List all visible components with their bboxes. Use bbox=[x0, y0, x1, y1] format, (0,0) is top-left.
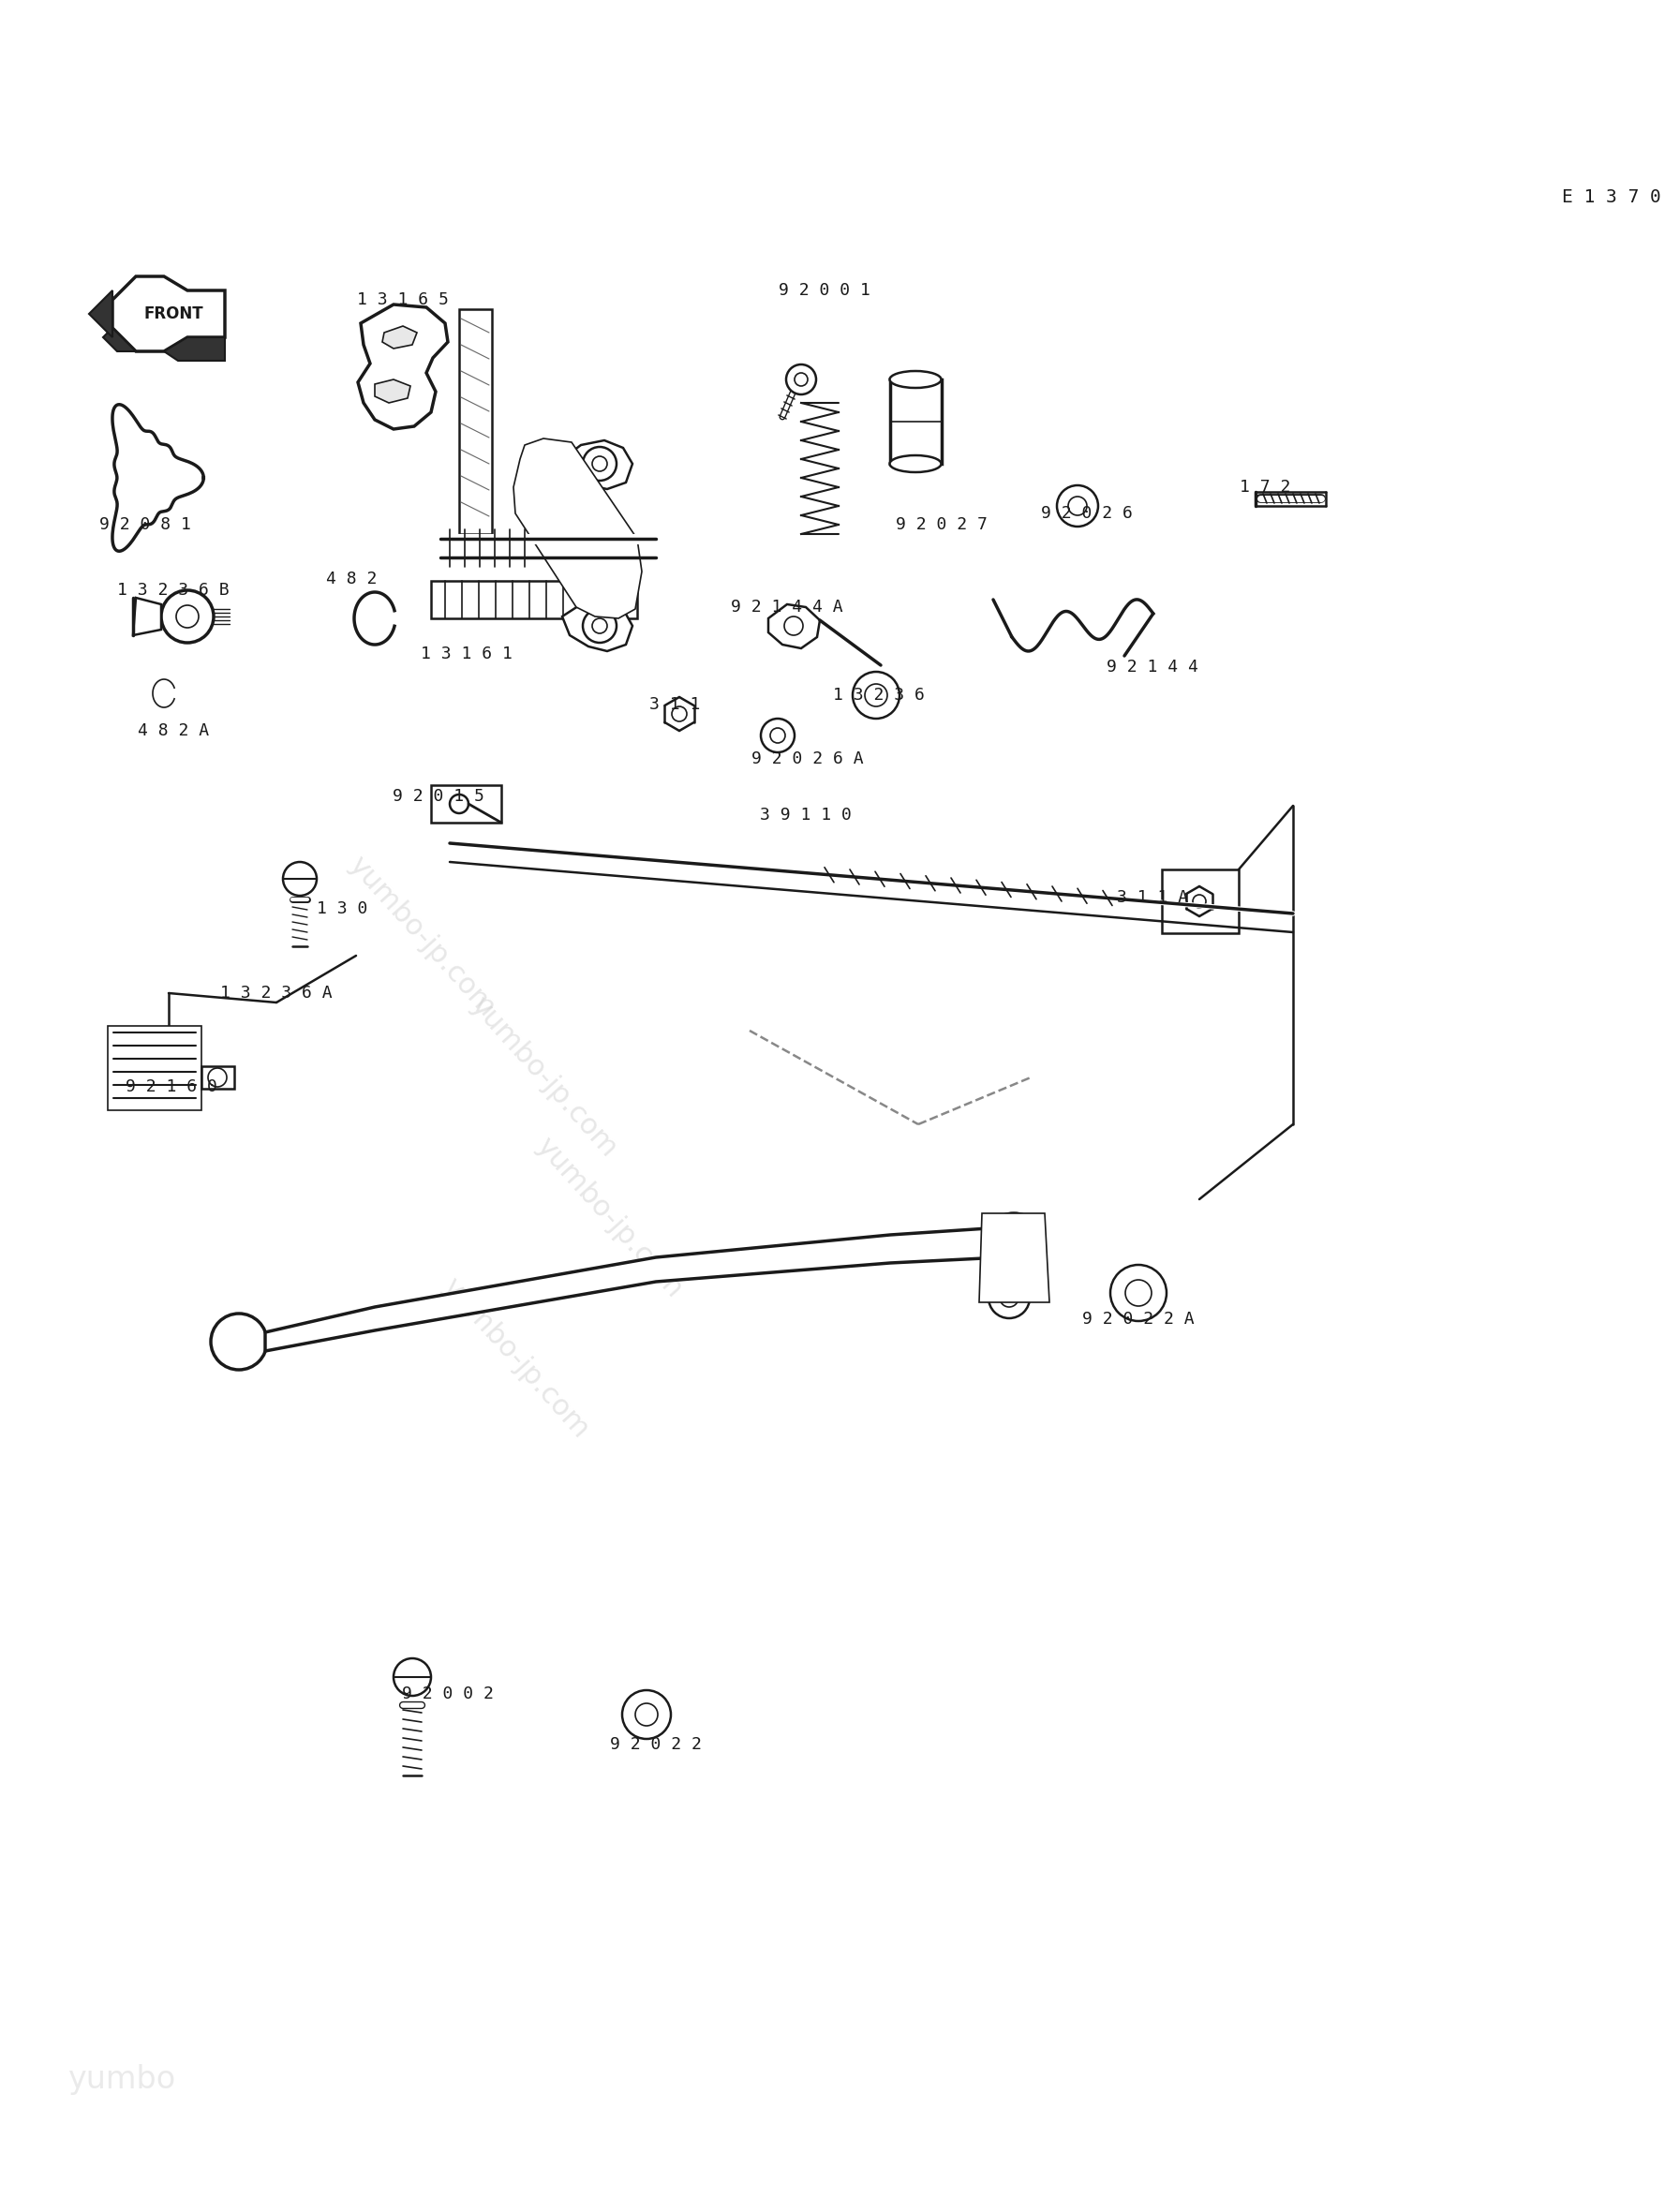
Text: 1 3 2 3 6 A: 1 3 2 3 6 A bbox=[220, 985, 333, 1002]
Text: yumbo-jp.com: yumbo-jp.com bbox=[465, 991, 622, 1163]
Circle shape bbox=[583, 609, 617, 642]
Ellipse shape bbox=[890, 455, 941, 473]
Circle shape bbox=[1110, 1264, 1166, 1321]
Circle shape bbox=[761, 719, 795, 752]
Polygon shape bbox=[768, 604, 820, 648]
Bar bbox=[202, 1066, 234, 1088]
Text: 9 2 1 4 4 A: 9 2 1 4 4 A bbox=[731, 598, 843, 615]
Circle shape bbox=[1001, 1229, 1026, 1255]
Polygon shape bbox=[133, 598, 161, 635]
Bar bbox=[890, 380, 942, 464]
Circle shape bbox=[1126, 1279, 1151, 1306]
Text: 9 2 0 0 1: 9 2 0 0 1 bbox=[780, 281, 870, 299]
Bar bbox=[432, 785, 501, 822]
Polygon shape bbox=[383, 325, 417, 349]
Circle shape bbox=[1057, 486, 1099, 528]
Circle shape bbox=[161, 591, 213, 642]
Circle shape bbox=[1000, 1288, 1018, 1308]
Ellipse shape bbox=[890, 371, 941, 387]
Bar bbox=[108, 1026, 202, 1110]
Text: yumbo-jp.com: yumbo-jp.com bbox=[531, 1132, 687, 1303]
Polygon shape bbox=[358, 306, 449, 429]
Circle shape bbox=[635, 1703, 659, 1725]
Text: yumbo: yumbo bbox=[67, 2064, 176, 2095]
Text: 3 1 1 A: 3 1 1 A bbox=[1117, 890, 1188, 906]
Circle shape bbox=[210, 1314, 267, 1369]
Text: 1 7 2: 1 7 2 bbox=[1240, 479, 1290, 495]
Circle shape bbox=[622, 1690, 670, 1739]
Text: 4 8 2 A: 4 8 2 A bbox=[138, 723, 208, 739]
Text: FRONT: FRONT bbox=[143, 306, 203, 323]
Circle shape bbox=[591, 618, 606, 633]
Text: 1 3 0: 1 3 0 bbox=[316, 901, 368, 917]
Text: 9 2 1 4 4: 9 2 1 4 4 bbox=[1107, 659, 1198, 675]
Text: yumbo-jp.com: yumbo-jp.com bbox=[343, 851, 501, 1022]
Text: 1 3 2 3 6 B: 1 3 2 3 6 B bbox=[118, 582, 230, 598]
Text: 1 3 2 3 6: 1 3 2 3 6 bbox=[833, 686, 924, 703]
Text: 9 2 0 2 2 A: 9 2 0 2 2 A bbox=[1082, 1310, 1194, 1328]
Text: 1 3 1 6 1: 1 3 1 6 1 bbox=[420, 646, 512, 662]
Text: 9 2 0 0 2: 9 2 0 0 2 bbox=[402, 1686, 494, 1703]
Text: 1 3 1 6 5: 1 3 1 6 5 bbox=[358, 292, 449, 308]
Polygon shape bbox=[265, 1226, 1021, 1352]
Circle shape bbox=[208, 1068, 227, 1086]
Text: 9 2 0 2 6: 9 2 0 2 6 bbox=[1042, 506, 1132, 521]
Circle shape bbox=[672, 706, 687, 721]
Circle shape bbox=[282, 862, 318, 897]
Circle shape bbox=[591, 457, 606, 470]
Polygon shape bbox=[979, 1213, 1050, 1301]
Text: 9 2 0 8 1: 9 2 0 8 1 bbox=[99, 517, 192, 534]
Circle shape bbox=[176, 604, 198, 629]
Text: 3 1 1: 3 1 1 bbox=[648, 697, 701, 712]
Bar bbox=[1163, 870, 1238, 934]
Circle shape bbox=[769, 728, 785, 743]
Polygon shape bbox=[563, 602, 632, 651]
Text: 3 9 1 1 0: 3 9 1 1 0 bbox=[759, 807, 852, 824]
Text: yumbo-jp.com: yumbo-jp.com bbox=[437, 1273, 595, 1444]
Circle shape bbox=[853, 673, 899, 719]
Polygon shape bbox=[89, 290, 113, 336]
Text: 9 2 0 2 7: 9 2 0 2 7 bbox=[895, 517, 988, 534]
Circle shape bbox=[583, 446, 617, 481]
Text: 9 2 1 6 0: 9 2 1 6 0 bbox=[126, 1079, 217, 1095]
Polygon shape bbox=[102, 328, 225, 360]
Bar bbox=[432, 580, 637, 618]
Circle shape bbox=[1068, 497, 1087, 514]
Circle shape bbox=[393, 1657, 432, 1697]
Polygon shape bbox=[514, 437, 642, 618]
Text: 9 2 0 1 5: 9 2 0 1 5 bbox=[393, 787, 484, 804]
Circle shape bbox=[785, 615, 803, 635]
Text: 9 2 0 2 6 A: 9 2 0 2 6 A bbox=[751, 750, 864, 767]
Circle shape bbox=[865, 684, 887, 706]
Text: 4 8 2: 4 8 2 bbox=[326, 571, 376, 587]
Circle shape bbox=[986, 1213, 1042, 1270]
Circle shape bbox=[795, 374, 808, 387]
Polygon shape bbox=[563, 440, 632, 490]
Polygon shape bbox=[375, 380, 410, 402]
Polygon shape bbox=[113, 277, 225, 352]
Text: E 1 3 7 0: E 1 3 7 0 bbox=[1562, 187, 1662, 207]
Bar bbox=[459, 310, 492, 534]
Circle shape bbox=[1193, 895, 1206, 908]
Circle shape bbox=[786, 365, 816, 393]
Text: 9 2 0 2 2: 9 2 0 2 2 bbox=[610, 1736, 702, 1754]
Circle shape bbox=[988, 1277, 1030, 1319]
Circle shape bbox=[450, 793, 469, 813]
